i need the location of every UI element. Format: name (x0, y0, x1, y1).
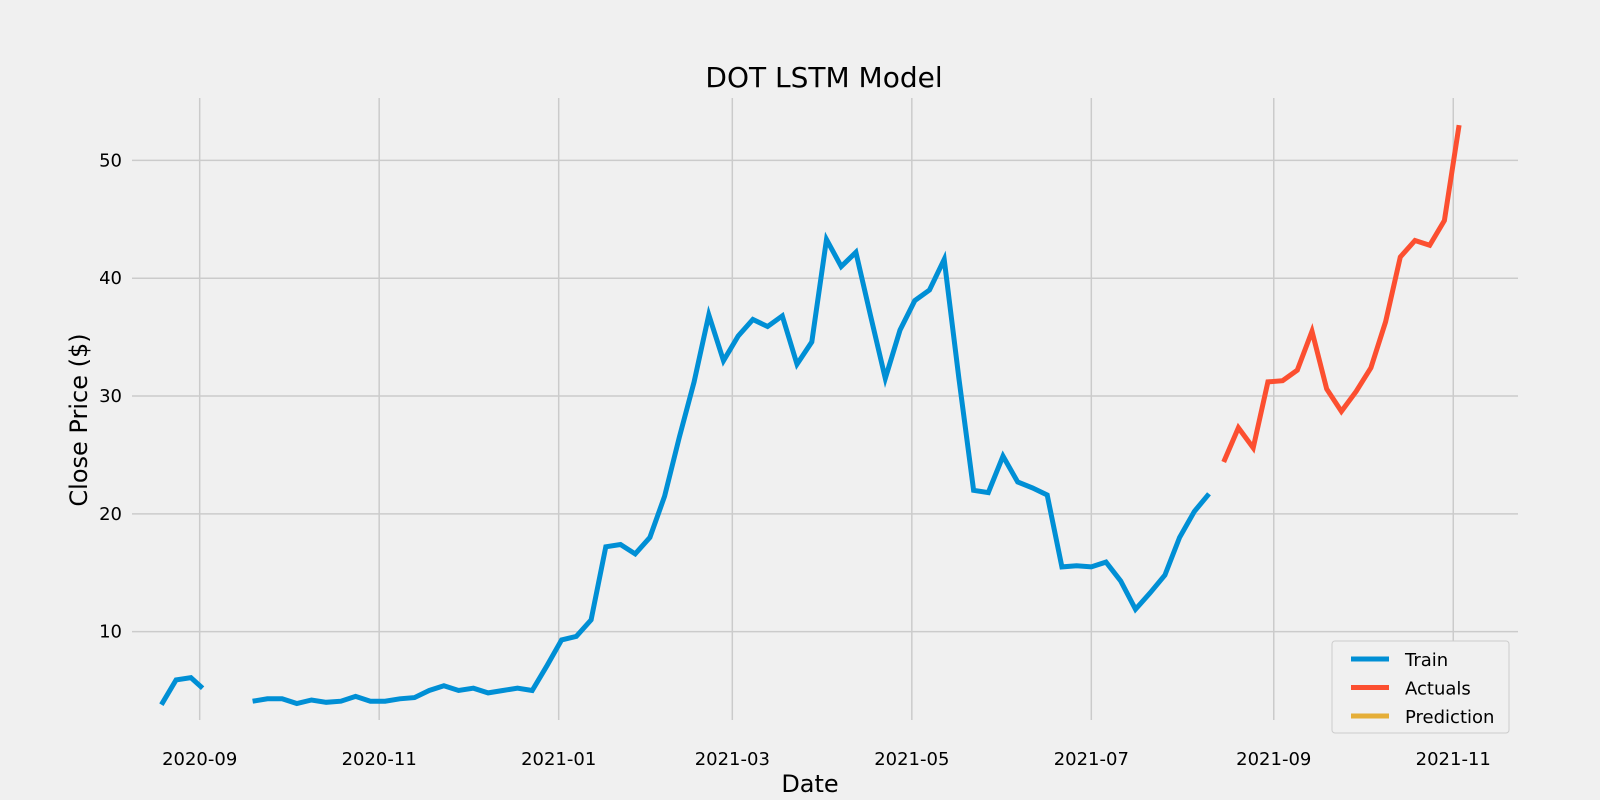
x-tick-label: 2021-07 (1054, 749, 1129, 770)
legend-label-prediction: Prediction (1405, 707, 1494, 728)
y-axis-title: Close Price ($) (65, 333, 93, 506)
x-tick-label: 2020-09 (162, 749, 237, 770)
x-tick-label: 2021-11 (1416, 749, 1491, 770)
x-tick-label: 2020-11 (342, 749, 417, 770)
x-tick-labels: 2020-09 2020-11 2021-01 2021-03 2021-05 2021-… (162, 749, 1491, 770)
series-line-train (159, 674, 205, 706)
series-train (159, 231, 1211, 707)
series-actuals (1221, 124, 1462, 463)
legend-box (1331, 640, 1510, 734)
legend: Train Actuals Prediction (1331, 640, 1510, 734)
x-tick-label: 2021-09 (1236, 749, 1311, 770)
y-tick-label: 40 (99, 268, 122, 289)
x-tick-label: 2021-05 (874, 749, 949, 770)
x-tick-label: 2021-01 (521, 749, 596, 770)
series-layer (159, 124, 1462, 707)
x-tick-label: 2021-03 (695, 749, 770, 770)
y-tick-label: 10 (99, 622, 122, 643)
y-tick-labels: 10 20 30 40 50 (99, 150, 122, 642)
chart-title: DOT LSTM Model (705, 61, 942, 94)
y-tick-label: 20 (99, 504, 122, 525)
x-axis-title: Date (781, 770, 838, 798)
legend-label-train: Train (1404, 650, 1448, 671)
y-tick-label: 30 (99, 386, 122, 407)
series-line-actuals (1221, 124, 1462, 463)
legend-label-actuals: Actuals (1405, 679, 1471, 700)
series-line-train (252, 231, 1211, 707)
gridlines (132, 98, 1518, 720)
y-tick-label: 50 (99, 150, 122, 171)
